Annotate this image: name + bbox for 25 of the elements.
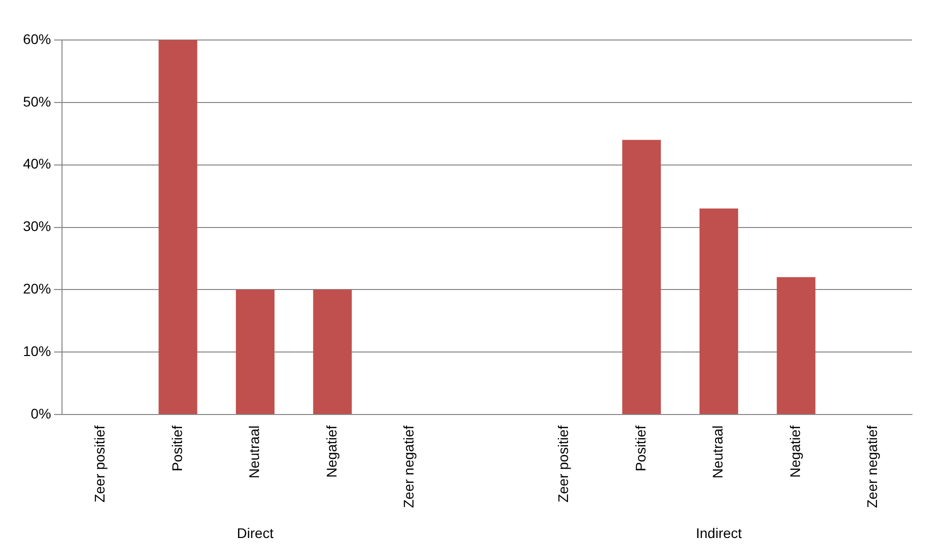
x-tick-label: Positief [168, 425, 185, 472]
x-tick-label: Neutraal [710, 426, 726, 478]
bar [622, 140, 661, 414]
bar [313, 290, 352, 414]
y-tick-label: 0% [30, 405, 52, 422]
y-tick-label: 40% [22, 156, 52, 172]
text: Indirect [696, 524, 742, 541]
bar [700, 208, 738, 414]
text: Direct [236, 524, 274, 541]
x-tick-label: Negatief [786, 425, 803, 478]
y-tick-label: 10% [22, 342, 52, 359]
y-tick-label: 50% [22, 93, 52, 110]
x-tick-label: Positief [632, 425, 648, 472]
x-tick-label: Zeer positief [555, 425, 572, 503]
y-tick-label: 30% [22, 218, 52, 234]
y-tick-label: 20% [22, 280, 52, 297]
x-tick-label: Zeer positief [92, 425, 108, 503]
x-tick-label: Zeer negatief [400, 425, 417, 508]
x-tick-label: Neutraal [246, 426, 262, 478]
bar [236, 290, 275, 414]
x-tick-label: Negatief [323, 425, 340, 478]
bar [158, 40, 198, 414]
x-tick-label: Zeer negatief [864, 425, 880, 508]
y-tick-label: 60% [22, 30, 52, 47]
bar [776, 277, 816, 414]
